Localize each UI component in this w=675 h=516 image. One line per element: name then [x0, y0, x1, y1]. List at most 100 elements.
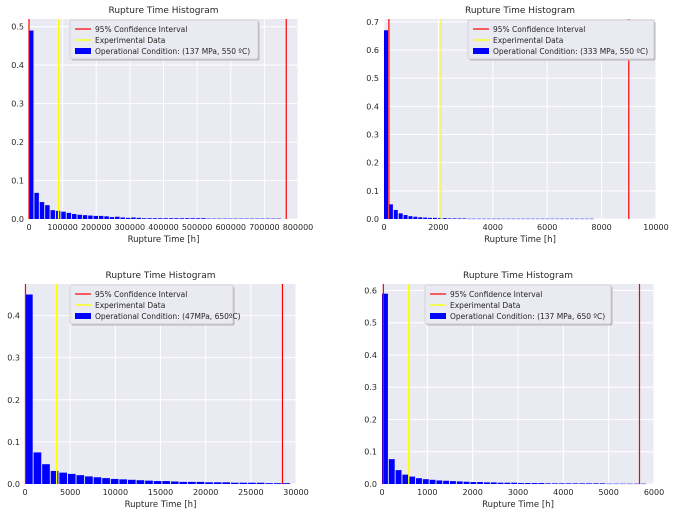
x-tick-label: 6000	[537, 223, 557, 232]
histogram-bar	[67, 473, 76, 484]
histogram-bar	[545, 483, 552, 484]
histogram-bar	[432, 217, 437, 219]
histogram-bar	[185, 218, 190, 219]
histogram-bar	[61, 211, 66, 219]
histogram-bar	[273, 483, 282, 484]
histogram-bar	[119, 479, 128, 484]
histogram-bar	[50, 210, 55, 219]
legend-box	[69, 284, 234, 325]
x-tick-label: 600000	[215, 223, 246, 232]
legend: 95% Confidence Interval Experimental Data…	[424, 284, 613, 326]
histogram-bar	[174, 218, 179, 219]
histogram-bar	[153, 481, 162, 484]
histogram-bar	[179, 218, 185, 219]
y-tick-label: 0.2	[366, 159, 379, 168]
x-axis-label: Rupture Time [h]	[482, 500, 554, 510]
histogram-bar	[504, 482, 511, 484]
x-tick-label: 2000	[428, 223, 448, 232]
y-tick-label: 0.3	[7, 354, 20, 363]
legend-label: Operational Condition: (137 MPa, 650 ºC)	[450, 312, 605, 321]
x-tick-label: 400000	[148, 223, 179, 232]
histogram-bar	[408, 216, 413, 219]
x-tick-label: 10000	[643, 223, 668, 232]
histogram-bar	[413, 216, 418, 219]
histogram-bar	[127, 479, 136, 484]
x-tick-label: 0	[26, 223, 31, 232]
histogram-bar	[443, 480, 450, 484]
x-tick-label: 800000	[283, 223, 314, 232]
histogram-bar	[395, 470, 402, 484]
histogram-bar	[33, 452, 42, 484]
histogram-bar	[196, 481, 205, 484]
x-tick-label: 0	[381, 223, 386, 232]
histogram-bar	[429, 479, 436, 484]
histogram-bar	[42, 464, 50, 484]
histogram-bar	[230, 482, 239, 484]
legend-bars-swatch	[75, 48, 91, 54]
x-tick-label: 2000	[462, 488, 482, 497]
histogram-bar	[72, 214, 77, 219]
histogram-bar	[452, 218, 457, 219]
histogram-bar	[418, 217, 423, 219]
histogram-bar	[518, 483, 524, 484]
x-tick-label: 4000	[553, 488, 573, 497]
legend-bars-swatch	[473, 48, 489, 54]
histogram-bar	[463, 481, 470, 484]
x-tick-label: 20000	[193, 488, 218, 497]
histogram-bar	[66, 212, 72, 219]
histogram-bar	[552, 483, 558, 484]
histogram-bar	[409, 476, 416, 484]
histogram-bar	[423, 217, 428, 219]
histogram-bar	[190, 218, 195, 219]
chart-1: Rupture Time Histogram 0 100000 200000 30000…	[11, 6, 313, 245]
x-tick-label: 200000	[81, 223, 112, 232]
y-tick-label: 0.4	[366, 102, 379, 111]
histogram-bar	[456, 481, 463, 484]
x-tick-label: 30000	[283, 488, 308, 497]
histogram-bar	[398, 213, 403, 219]
y-tick-label: 0.1	[366, 187, 379, 196]
histogram-bar	[437, 218, 442, 219]
histogram-bar	[50, 470, 59, 484]
x-axis-label: Rupture Time [h]	[484, 235, 556, 245]
y-tick-label: 0.2	[11, 138, 24, 147]
x-tick-label: 8000	[591, 223, 611, 232]
histogram-bar	[222, 482, 231, 484]
histogram-bar	[388, 459, 395, 484]
histogram-bar	[388, 204, 393, 219]
legend-label: 95% Confidence Interval	[450, 290, 542, 299]
histogram-bar	[538, 483, 545, 484]
histogram-bar	[213, 482, 222, 484]
legend-label: 95% Confidence Interval	[95, 25, 187, 34]
y-tick-label: 0.2	[364, 415, 377, 424]
histogram-bar	[592, 483, 599, 484]
legend: 95% Confidence Interval Experimental Data…	[69, 284, 241, 326]
y-tick-label: 0.0	[11, 215, 24, 224]
y-tick-label: 0.6	[364, 286, 377, 295]
histogram-bar	[416, 478, 422, 484]
histogram-bar	[462, 218, 467, 219]
chart-2: Rupture Time Histogram 0 2000 4000 6000 8000 1…	[366, 6, 668, 245]
chart-4: Rupture Time Histogram 0 1000 2000 3000 4000 5…	[364, 271, 664, 510]
histogram-bar	[572, 483, 579, 484]
legend: 95% Confidence Interval Experimental Data…	[467, 19, 656, 61]
histogram-bar	[85, 476, 93, 484]
histogram-bar	[484, 482, 490, 484]
histogram-bar	[120, 217, 125, 219]
histogram-bar	[188, 481, 196, 484]
histogram-bar	[442, 218, 447, 219]
x-tick-label: 0	[22, 488, 27, 497]
legend-label: Experimental Data	[493, 36, 563, 45]
histogram-bar	[477, 482, 484, 484]
legend-bars-swatch	[75, 313, 91, 319]
histogram-bar	[179, 481, 188, 484]
histogram-bar	[109, 217, 115, 219]
histogram-bar	[205, 482, 213, 484]
legend-box	[467, 19, 655, 60]
histogram-bar	[579, 483, 586, 484]
histogram-bar	[152, 218, 158, 219]
histogram-bar	[402, 474, 409, 484]
histogram-bar	[98, 215, 104, 219]
histogram-bar	[125, 217, 131, 219]
